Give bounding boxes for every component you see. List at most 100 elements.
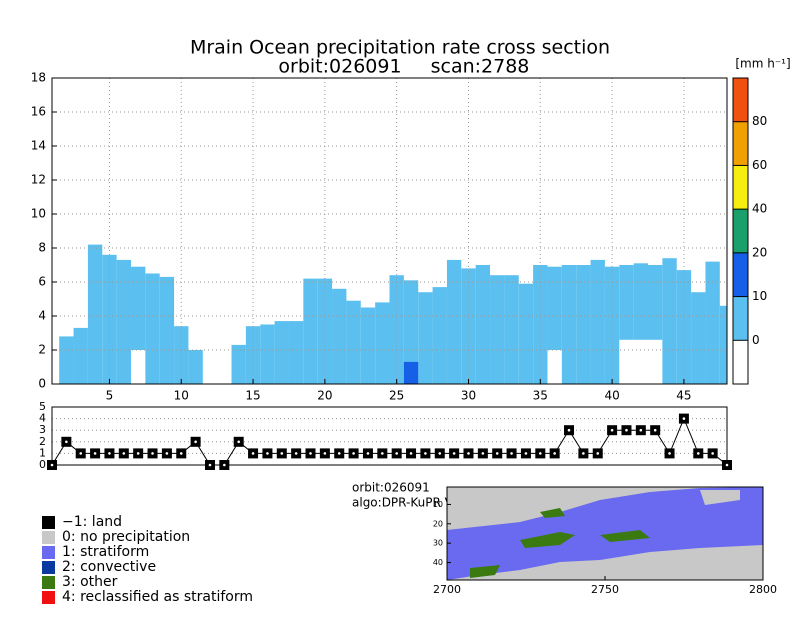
precip-column [561,265,577,384]
type-marker-dot [452,452,456,455]
plot-frame [51,406,728,466]
type-marker-dot [567,428,571,432]
y-tick-label: 18 [31,71,46,85]
precip-column [604,266,620,384]
type-marker-dot [266,452,269,455]
type-marker-dot [467,452,470,455]
colorbar-tick-label: 0 [752,333,760,347]
legend-swatch [42,546,55,559]
map-image [446,486,764,581]
precip-column [719,305,727,384]
precip-column [676,270,692,384]
type-marker-dot [696,452,700,455]
y-tick-label: 2 [39,435,46,448]
type-marker-dot [639,428,643,432]
y-tick-label: 3 [39,423,46,436]
info-orbit: orbit:026091 [352,481,430,495]
type-marker-dot [237,440,241,444]
map-y-tick-label: 30 [433,539,443,548]
precip-column [317,278,333,384]
colorbar-label: [mm h⁻¹] [735,57,790,71]
type-marker-dot [524,452,528,455]
type-marker-dot [251,452,255,455]
colorbar-tick-label: 80 [752,114,767,128]
precip-column [159,276,175,384]
type-marker-dot [122,452,126,455]
precip-column [533,265,548,384]
precip-column [87,244,103,384]
plot-frame [51,77,728,385]
type-marker-dot [179,452,183,455]
map-x-tick-label: 2750 [591,583,619,596]
x-tick-label: 35 [533,389,548,403]
precip-column [619,265,634,340]
precip-column [375,302,390,384]
type-marker-dot [682,417,686,420]
type-marker-dot [711,452,714,455]
legend-label: 3: other [62,574,118,590]
type-marker-dot [538,452,542,455]
precip-column [475,265,491,384]
type-marker-dot [582,452,585,455]
precip-column [360,307,376,384]
map-other [470,508,650,578]
legend-label: 1: stratiform [62,544,149,560]
type-marker-dot [151,452,154,455]
type-marker-dot [309,452,312,455]
precip-column [705,261,720,384]
map-x-tick-label: 2700 [433,583,461,596]
y-tick-label: 2 [38,343,46,357]
precip-column [245,326,261,384]
precip-column [174,326,189,384]
map-y-tick-label: 40 [433,558,443,567]
colorbar-bin [733,340,748,384]
colorbar-bin [733,78,748,122]
precip-column [145,273,160,384]
type-marker-dot [50,463,54,467]
x-tick-label: 15 [245,389,260,403]
subtitle-scan: scan:2788 [431,56,530,78]
precip-column [130,266,146,350]
precip-column [73,327,88,384]
legend-swatch [42,576,55,589]
precip-column [518,283,534,384]
precip-column [418,292,433,384]
precip-column [332,288,347,384]
type-marker-dot [108,452,111,455]
map-y-tick-label: 20 [433,519,443,528]
colorbar-bin [733,209,748,253]
colorbar-tick-label: 40 [752,202,767,216]
type-marker-dot [381,452,384,455]
type-marker-dot [725,463,729,467]
y-tick-label: 10 [31,207,46,221]
precip-column [260,324,275,384]
precip-column [188,350,203,384]
type-marker-dot [553,452,556,455]
precip-column [274,321,289,384]
legend-swatch [42,561,55,574]
type-marker-dot [65,440,68,444]
colorbar-tick-label: 20 [752,245,767,259]
type-marker-dot [438,452,442,455]
colorbar-tick-label: 10 [752,289,767,303]
type-marker-dot [366,452,370,455]
legend-label: 0: no precipitation [62,529,190,545]
y-tick-label: 12 [31,173,46,187]
title: Mrain Ocean precipitation rate cross sec… [190,37,610,59]
map-stratiform [447,487,763,580]
type-marker-dot [610,428,614,432]
y-tick-label: 8 [38,241,46,255]
precip-column [446,259,462,384]
colorbar-bin [733,296,748,341]
type-marker-dot [194,440,197,444]
colorbar-bin [733,165,748,210]
colorbar-bin [733,121,748,166]
y-tick-label: 4 [39,412,46,425]
type-marker-dot [668,452,671,455]
subtitle-orbit: orbit:026091 [278,56,401,78]
colorbar-tick-label: 60 [752,158,767,172]
colorbar-frame [732,77,749,385]
precip-column [102,254,117,384]
type-marker-dot [395,452,398,455]
